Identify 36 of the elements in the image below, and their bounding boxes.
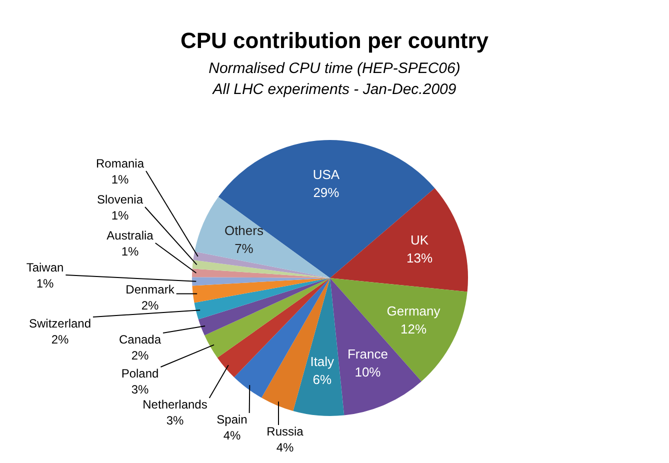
data-label: 3% bbox=[166, 413, 184, 428]
data-label: 12% bbox=[400, 321, 427, 336]
data-label: 1% bbox=[111, 172, 129, 186]
data-label: 1% bbox=[36, 276, 54, 290]
slice-label: Denmark bbox=[126, 282, 176, 296]
data-label: 3% bbox=[131, 382, 149, 396]
data-label: 1% bbox=[121, 244, 139, 258]
slice-label: Spain bbox=[216, 412, 248, 426]
data-label: 2% bbox=[131, 348, 149, 362]
slice-label: Taiwan bbox=[26, 260, 64, 274]
chart-subtitle: Normalised CPU time (HEP-SPEC06) All LHC experiments - Jan-Dec.2009 bbox=[208, 59, 462, 100]
slice-label: Netherlands bbox=[142, 397, 208, 412]
data-label: 10% bbox=[354, 364, 382, 380]
slice-label: Italy bbox=[310, 354, 335, 370]
slice-label: Slovenia bbox=[96, 192, 144, 206]
slice-label: Germany bbox=[386, 303, 441, 318]
data-label: 1% bbox=[111, 208, 129, 222]
data-label: 29% bbox=[313, 184, 340, 200]
slice-label: France bbox=[347, 346, 388, 362]
chart-title: CPU contribution per country bbox=[180, 28, 490, 54]
slice-label: Russia bbox=[266, 424, 304, 438]
data-label: 7% bbox=[234, 241, 254, 256]
data-label: 4% bbox=[223, 428, 241, 442]
slice-label: Others bbox=[224, 223, 264, 238]
data-label: 13% bbox=[406, 250, 433, 266]
slice-label: Romania bbox=[96, 156, 144, 170]
slice-label: Switzerland bbox=[28, 316, 92, 330]
slice-label: Poland bbox=[121, 366, 159, 380]
data-label: 4% bbox=[276, 440, 294, 454]
data-label: 2% bbox=[51, 332, 69, 346]
slice-label: UK bbox=[410, 232, 429, 248]
slice-label: Canada bbox=[118, 332, 162, 346]
slice-label: Australia bbox=[106, 228, 154, 242]
data-label: 6% bbox=[312, 372, 332, 388]
slice-label: USA bbox=[312, 166, 340, 182]
data-label: 2% bbox=[141, 298, 159, 312]
